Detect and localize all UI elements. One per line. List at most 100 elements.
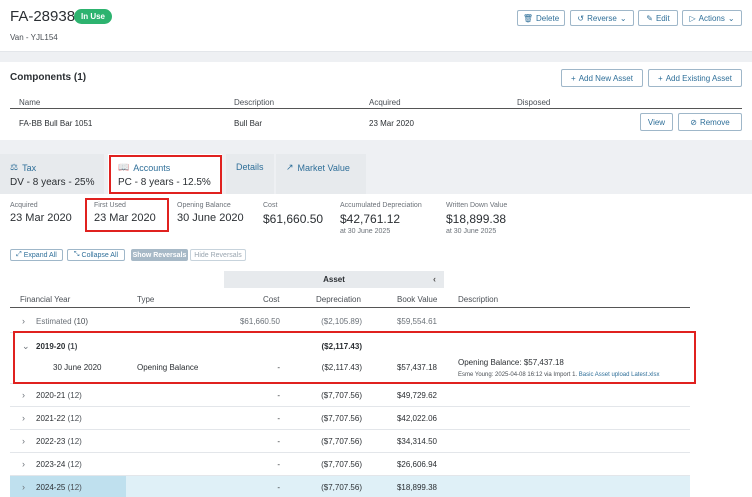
delete-label: Delete xyxy=(536,13,560,23)
row-cost: - xyxy=(277,437,280,446)
pencil-icon: ✎ xyxy=(646,13,653,23)
remove-label: Remove xyxy=(699,117,730,127)
trend-icon: ↗ xyxy=(286,162,294,172)
current-year-row-bg xyxy=(126,476,690,497)
plus-icon: + xyxy=(658,73,663,83)
delete-button[interactable]: 🗑 Delete xyxy=(517,10,565,26)
detail-description: Opening Balance: $57,437.18 xyxy=(458,358,564,367)
col-depreciation: Depreciation xyxy=(316,295,361,304)
table-row-estimated[interactable]: › Estimated (10) $61,660.50 ($2,105.89) … xyxy=(10,308,690,333)
first-used-label: First Used xyxy=(94,202,126,209)
undo-icon: ↺ xyxy=(577,13,585,23)
row-label: 2022-23 (12) xyxy=(36,437,82,446)
row-label: 2024-25 (12) xyxy=(36,483,82,492)
chevron-down-icon: ⌄ xyxy=(727,13,735,23)
table-row[interactable]: › 2022-23 (12) - ($7,707.56) $34,314.50 xyxy=(10,430,690,453)
col-type: Type xyxy=(137,295,155,304)
status-badge: In Use xyxy=(74,9,113,24)
accum-dep-label: Accumulated Depreciation xyxy=(340,202,422,209)
col-cost: Cost xyxy=(263,295,280,304)
component-acquired: 23 Mar 2020 xyxy=(369,119,414,128)
tab-accounts-sub: PC - 8 years - 12.5% xyxy=(118,177,211,188)
chevron-down-icon[interactable]: ⌄ xyxy=(22,341,30,351)
add-existing-label: Add Existing Asset xyxy=(665,73,732,83)
detail-type: Opening Balance xyxy=(137,363,199,372)
table-row[interactable]: › 2021-22 (12) - ($7,707.56) $42,022.06 xyxy=(10,407,690,430)
expand-all-button[interactable]: ⤢ Expand All xyxy=(10,249,63,261)
reverse-button[interactable]: ↺ Reverse ⌄ xyxy=(570,10,634,26)
actions-button[interactable]: ▷ Actions ⌄ xyxy=(682,10,742,26)
plus-icon: + xyxy=(571,73,576,83)
row-depreciation: ($7,707.56) xyxy=(321,460,362,469)
reverse-label: Reverse xyxy=(587,13,617,23)
edit-button[interactable]: ✎ Edit xyxy=(638,10,678,26)
table-row[interactable]: › 2020-21 (12) - ($7,707.56) $49,729.62 xyxy=(10,384,690,407)
view-button[interactable]: View xyxy=(640,113,673,131)
row-depreciation: ($7,707.56) xyxy=(321,414,362,423)
row-book-value: $18,899.38 xyxy=(396,483,437,492)
row-label: 2023-24 (12) xyxy=(36,460,82,469)
chevron-right-icon[interactable]: › xyxy=(22,413,25,423)
row-label: 2019-20 (1) xyxy=(36,342,78,351)
components-panel: Components (1) + Add New Asset + Add Exi… xyxy=(0,62,752,140)
tab-details[interactable]: Details xyxy=(226,154,274,194)
col-name: Name xyxy=(19,98,41,107)
row-cost: $61,660.50 xyxy=(239,317,280,326)
actions-label: Actions xyxy=(698,13,725,23)
row-book-value: $59,554.61 xyxy=(396,317,437,326)
tab-details-label: Details xyxy=(236,162,264,172)
tab-market-value[interactable]: ↗ Market Value xyxy=(276,154,366,194)
row-cost: - xyxy=(277,460,280,469)
detail-book-value: $57,437.18 xyxy=(396,363,437,372)
row-label: Estimated (10) xyxy=(36,317,89,326)
show-reversals-button[interactable]: Show Reversals xyxy=(131,249,188,261)
asset-group-label: Asset xyxy=(323,275,345,284)
row-label: 2020-21 (12) xyxy=(36,391,82,400)
opening-balance-value: 30 June 2020 xyxy=(177,212,244,224)
wdv-label: Written Down Value xyxy=(446,202,508,209)
chevron-right-icon[interactable]: › xyxy=(22,482,25,492)
col-book-value: Book Value xyxy=(397,295,438,304)
chevron-left-icon[interactable]: ‹ xyxy=(433,274,436,284)
add-new-asset-button[interactable]: + Add New Asset xyxy=(561,69,643,87)
tab-tax[interactable]: ⚖ Tax DV - 8 years - 25% xyxy=(0,154,104,194)
expand-all-label: Expand All xyxy=(23,251,57,259)
table-row[interactable]: › 2023-24 (12) - ($7,707.56) $26,606.94 xyxy=(10,453,690,476)
chevron-down-icon: ⌄ xyxy=(619,13,627,23)
chevron-right-icon[interactable]: › xyxy=(22,390,25,400)
import-file-link[interactable]: Basic Asset upload Latest.xlsx xyxy=(578,372,660,378)
detail-meta: Esme Young: 2025-04-08 16:12 via Import … xyxy=(458,372,660,378)
tab-accounts-label: Accounts xyxy=(133,162,171,173)
chevron-right-icon[interactable]: › xyxy=(22,459,25,469)
accum-dep-note: at 30 June 2025 xyxy=(340,228,391,235)
chevron-right-icon[interactable]: › xyxy=(22,316,25,326)
field-opening-balance: Opening Balance 30 June 2020 xyxy=(177,202,244,224)
wdv-value: $18,899.38 xyxy=(446,212,507,226)
row-cost: - xyxy=(277,414,280,423)
cost-value: $61,660.50 xyxy=(263,212,324,226)
opening-balance-label: Opening Balance xyxy=(177,202,231,209)
add-existing-asset-button[interactable]: + Add Existing Asset xyxy=(648,69,742,87)
collapse-all-button[interactable]: ⤡ Collapse All xyxy=(67,249,125,261)
first-used-value: 23 Mar 2020 xyxy=(94,212,156,224)
remove-button[interactable]: ⊘ Remove xyxy=(678,113,742,131)
expand-icon: ⤢ xyxy=(16,251,22,258)
components-title: Components (1) xyxy=(10,72,87,83)
table-row-expanded[interactable]: ⌄ 2019-20 (1) ($2,117.43) 30 June 2020 O… xyxy=(10,334,690,384)
field-acquired: Acquired 23 Mar 2020 xyxy=(10,202,72,224)
accounts-panel: Acquired 23 Mar 2020 First Used 23 Mar 2… xyxy=(0,194,752,497)
acquired-value: 23 Mar 2020 xyxy=(10,212,72,224)
chevron-right-icon[interactable]: › xyxy=(22,436,25,446)
row-depreciation: ($2,117.43) xyxy=(321,342,362,351)
row-cost: - xyxy=(277,391,280,400)
table-row[interactable]: › 2024-25 (12) - ($7,707.56) $18,899.38 xyxy=(10,476,690,497)
ban-icon: ⊘ xyxy=(690,117,697,127)
detail-depreciation: ($2,117.43) xyxy=(321,363,362,372)
field-written-down-value: Written Down Value $18,899.38 at 30 June… xyxy=(446,202,507,235)
current-year-highlight xyxy=(10,476,126,497)
hide-reversals-button[interactable]: Hide Reversals xyxy=(190,249,246,261)
tab-accounts[interactable]: 📖 Accounts PC - 8 years - 12.5% xyxy=(108,154,222,194)
tab-tax-sub: DV - 8 years - 25% xyxy=(10,177,95,188)
acquired-label: Acquired xyxy=(10,202,38,209)
component-name: FA-BB Bull Bar 1051 xyxy=(19,119,93,128)
